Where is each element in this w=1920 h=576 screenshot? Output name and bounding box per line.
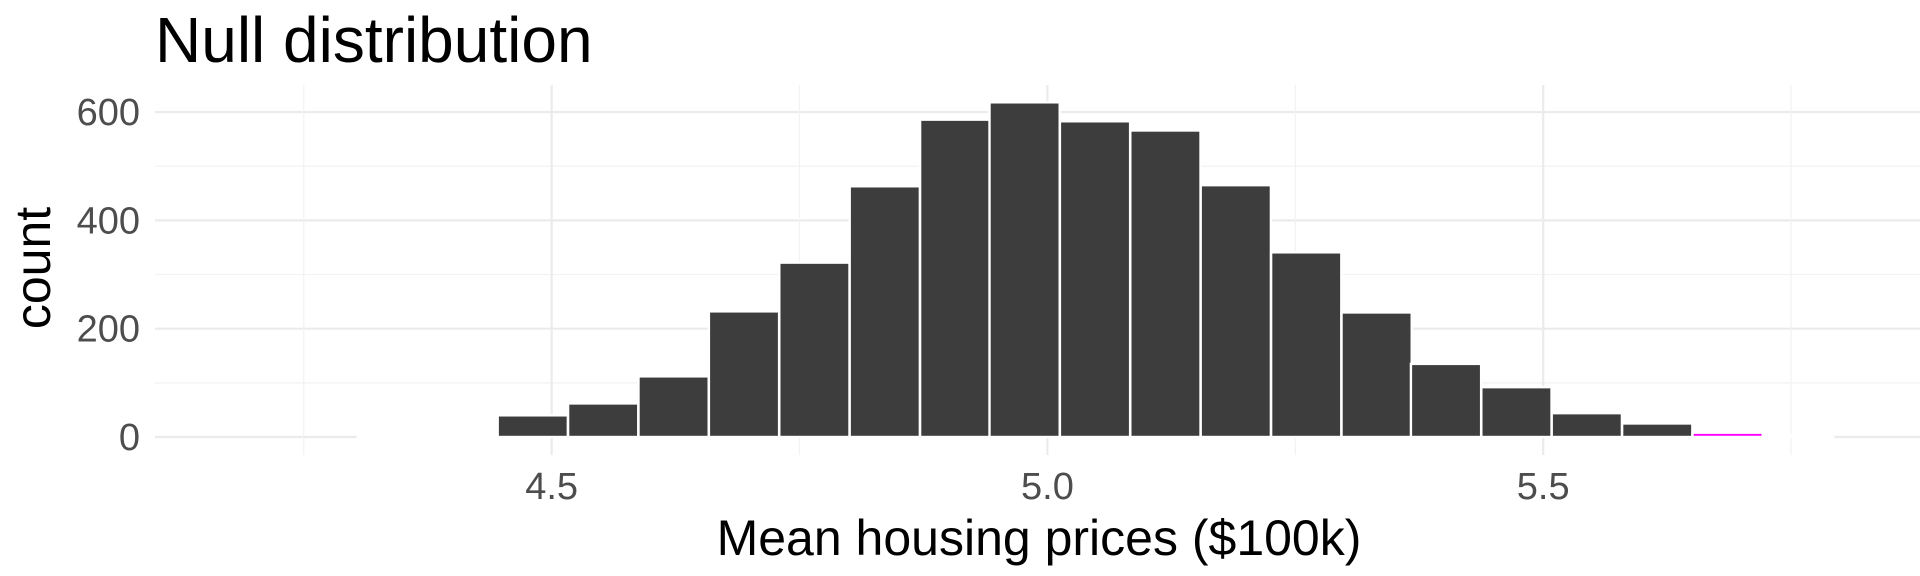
histogram-bar	[356, 433, 430, 439]
histogram-bar	[778, 261, 851, 439]
histogram-bar	[848, 185, 922, 439]
histogram-bar	[1340, 311, 1413, 439]
histogram-bar	[988, 101, 1061, 439]
x-tick-label: 4.5	[525, 466, 578, 508]
histogram-bar	[566, 402, 640, 439]
x-tick-label: 5.5	[1517, 466, 1570, 508]
y-tick-label: 0	[119, 417, 140, 459]
histogram-bar	[918, 118, 992, 439]
y-tick-label: 400	[77, 200, 140, 242]
histogram-bar	[427, 433, 500, 439]
histogram-bar	[707, 310, 781, 439]
histogram-bar	[1199, 183, 1273, 439]
histogram-bar	[1269, 251, 1343, 439]
histogram-bar	[496, 414, 570, 439]
histogram-bar	[1409, 362, 1483, 439]
histogram-bar	[1550, 411, 1624, 439]
y-axis-ticks: 0 200 400 600	[77, 92, 140, 459]
histogram-bar	[1761, 434, 1835, 439]
y-tick-label: 200	[77, 309, 140, 351]
histogram-bar	[1691, 431, 1764, 439]
x-tick-label: 5.0	[1021, 466, 1074, 508]
histogram-bar	[1620, 422, 1694, 439]
histogram-bar	[1058, 120, 1132, 439]
x-axis-title: Mean housing prices ($100k)	[717, 510, 1362, 566]
histogram-bar	[1129, 129, 1202, 439]
y-tick-label: 600	[77, 92, 140, 134]
chart-title: Null distribution	[155, 4, 593, 76]
histogram-bar	[1480, 385, 1553, 439]
x-axis-ticks: 4.5 5.0 5.5	[525, 466, 1569, 508]
bars	[356, 101, 1835, 439]
histogram-bar	[637, 375, 710, 439]
y-axis-title: count	[5, 207, 61, 329]
